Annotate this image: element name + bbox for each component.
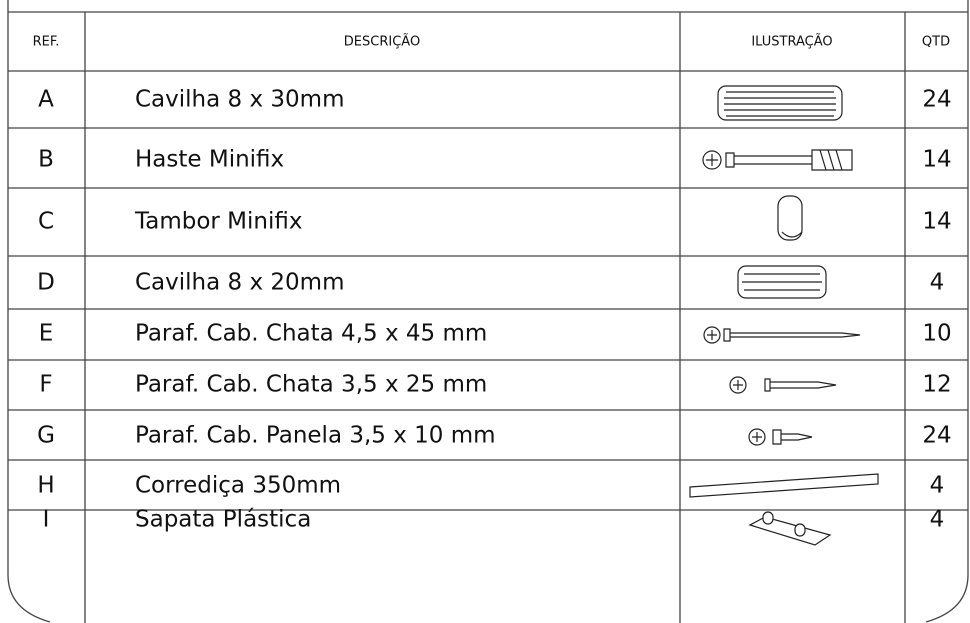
- ref: H: [37, 473, 54, 499]
- description: Corrediça 350mm: [135, 473, 341, 499]
- quantity: 24: [922, 423, 951, 449]
- quantity: 4: [930, 473, 945, 499]
- table-grid: [8, 11, 968, 623]
- header-cell: QTD: [922, 35, 950, 50]
- header-cell: REF.: [33, 35, 60, 50]
- frame: [7, 0, 969, 623]
- quantity: 10: [922, 321, 951, 347]
- description: Cavilha 8 x 30mm: [135, 87, 344, 113]
- ref: G: [37, 423, 55, 449]
- illustrations: [689, 85, 879, 546]
- ref: I: [43, 507, 50, 533]
- description: Paraf. Cab. Chata 4,5 x 45 mm: [135, 321, 487, 347]
- ref: D: [37, 270, 55, 296]
- quantity: 12: [922, 372, 951, 398]
- description: Paraf. Cab. Chata 3,5 x 25 mm: [135, 372, 487, 398]
- description: Sapata Plástica: [135, 507, 311, 533]
- quantity: 24: [922, 87, 951, 113]
- header-cell: DESCRIÇÃO: [344, 34, 420, 50]
- description: Haste Minifix: [135, 147, 284, 173]
- quantity: 4: [930, 270, 945, 296]
- description: Cavilha 8 x 20mm: [135, 270, 344, 296]
- description: Tambor Minifix: [134, 209, 302, 235]
- ref: E: [39, 321, 54, 347]
- header-cell: ILUSTRAÇÃO: [751, 34, 832, 50]
- ref: B: [38, 147, 54, 173]
- ref: C: [38, 209, 54, 235]
- quantity: 14: [922, 147, 951, 173]
- ref: F: [39, 372, 52, 398]
- ref: A: [38, 87, 54, 113]
- quantity: 14: [922, 209, 951, 235]
- description: Paraf. Cab. Panela 3,5 x 10 mm: [135, 423, 496, 449]
- quantity: 4: [930, 507, 945, 533]
